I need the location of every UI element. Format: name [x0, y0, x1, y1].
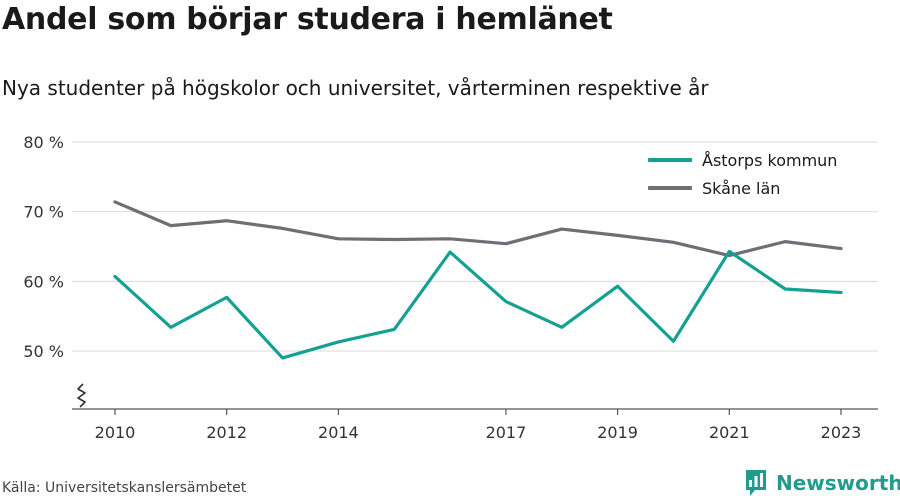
legend-label-astorp: Åstorps kommun — [702, 150, 838, 170]
x-tick-label: 2019 — [597, 423, 638, 442]
x-tick-label: 2012 — [206, 423, 247, 442]
legend: Åstorps kommun Skåne län — [648, 146, 837, 202]
source-note: Källa: Universitetskanslersämbetet — [2, 480, 247, 496]
legend-item-astorp: Åstorps kommun — [648, 146, 837, 174]
legend-swatch-skane — [648, 186, 692, 190]
x-tick-labels: 2010 2012 2014 2017 2019 2021 2023 — [95, 409, 862, 442]
legend-label-skane: Skåne län — [702, 178, 781, 198]
x-tick-label: 2023 — [821, 423, 862, 442]
y-tick-label: 70 % — [23, 203, 64, 222]
x-tick-label: 2014 — [318, 423, 359, 442]
series-lines — [113, 200, 843, 360]
brand-logo[interactable]: Newsworthy — [744, 468, 900, 498]
chart-subtitle: Nya studenter på högskolor och universit… — [2, 76, 709, 100]
axis-break-icon — [77, 383, 86, 408]
legend-item-skane: Skåne län — [648, 174, 837, 202]
x-tick-label: 2010 — [95, 423, 136, 442]
x-axis — [72, 383, 878, 410]
brand-name: Newsworthy — [776, 471, 900, 495]
gridlines — [72, 141, 878, 352]
newsworthy-logo-icon — [746, 470, 766, 496]
x-tick-label: 2021 — [709, 423, 750, 442]
series-line-astorp — [113, 249, 843, 360]
y-tick-label: 50 % — [23, 342, 64, 361]
line-chart: 50 % 60 % 70 % 80 % 2010 2012 2014 2017 2019 202… — [23, 133, 878, 442]
chart-title: Andel som börjar studera i hemlänet — [2, 2, 613, 37]
y-tick-label: 60 % — [23, 272, 64, 291]
legend-swatch-astorp — [648, 158, 692, 162]
series-line-skane — [113, 200, 843, 258]
x-tick-label: 2017 — [486, 423, 527, 442]
y-tick-label: 80 % — [23, 133, 64, 152]
y-tick-labels: 50 % 60 % 70 % 80 % — [23, 133, 64, 361]
